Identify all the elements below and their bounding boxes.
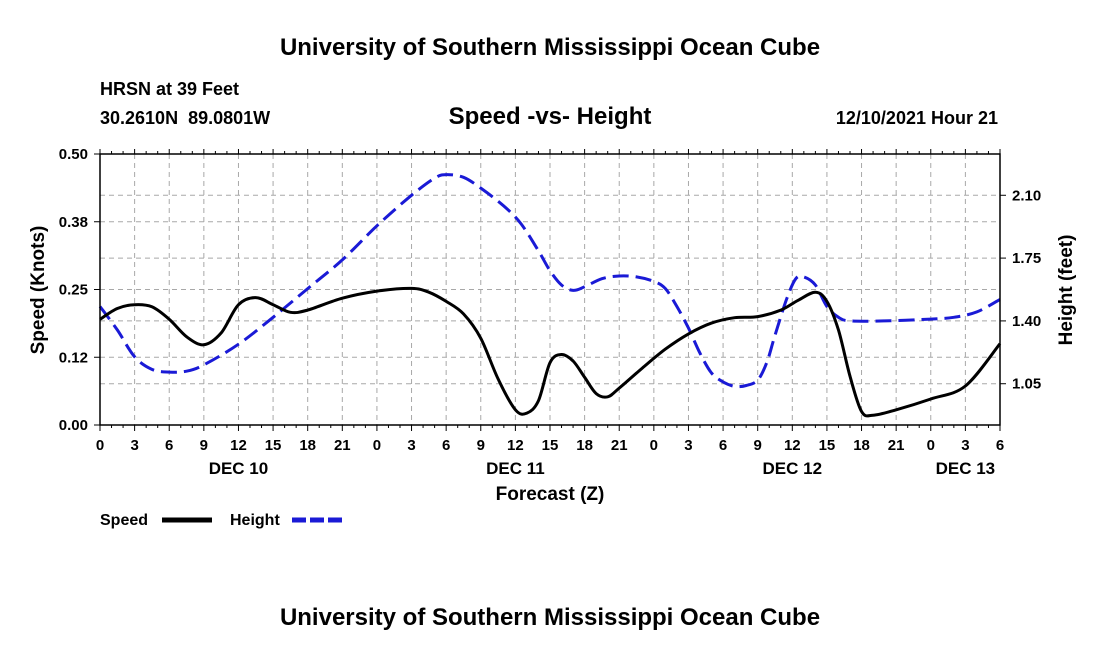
- day-label: DEC 11: [486, 459, 545, 478]
- footer-title: University of Southern Mississippi Ocean…: [280, 604, 820, 631]
- y-left-tick-label: 0.12: [59, 349, 88, 366]
- x-tick-label: 9: [754, 437, 762, 454]
- y-axis-right-label: Height (feet): [1056, 235, 1077, 346]
- y-left-tick-label: 0.38: [59, 214, 88, 231]
- x-tick-label: 12: [230, 437, 247, 454]
- x-tick-label: 12: [784, 437, 801, 454]
- y-right-tick-label: 2.10: [1012, 187, 1041, 204]
- grid: [100, 154, 1000, 425]
- x-tick-label: 0: [373, 437, 381, 454]
- x-tick-label: 18: [576, 437, 593, 454]
- chart-subtitle: Speed -vs- Height: [449, 103, 652, 130]
- x-tick-label: 18: [853, 437, 870, 454]
- y-left-tick-label: 0.50: [59, 146, 88, 163]
- day-label: DEC 10: [209, 459, 269, 478]
- ticks: 0 3 6 9 12 15 18 21 0 3 6 9 12 15 18 21 0 3 6 9 12 15 18 21 0 3 6D…: [59, 146, 1041, 478]
- day-label: DEC 13: [936, 459, 996, 478]
- y-left-tick-label: 0.00: [59, 417, 88, 434]
- x-tick-label: 21: [611, 437, 628, 454]
- series-line-speed: [99, 286, 1002, 418]
- x-tick-label: 12: [507, 437, 524, 454]
- series-layer: [98, 173, 1002, 418]
- x-tick-label: 3: [961, 437, 969, 454]
- x-tick-label: 15: [819, 437, 836, 454]
- x-tick-label: 0: [650, 437, 658, 454]
- x-tick-label: 9: [477, 437, 485, 454]
- y-axis-left-label: Speed (Knots): [28, 226, 49, 355]
- chart-title: University of Southern Mississippi Ocean…: [280, 34, 820, 61]
- y-right-tick-label: 1.75: [1012, 250, 1041, 267]
- x-tick-label: 6: [719, 437, 727, 454]
- x-tick-label: 6: [165, 437, 173, 454]
- legend: Speed Height: [100, 512, 342, 529]
- x-tick-label: 15: [542, 437, 559, 454]
- x-tick-label: 6: [442, 437, 450, 454]
- x-tick-label: 18: [299, 437, 316, 454]
- day-label: DEC 12: [763, 459, 823, 478]
- y-right-tick-label: 1.40: [1012, 313, 1041, 330]
- x-tick-label: 6: [996, 437, 1004, 454]
- x-tick-label: 21: [334, 437, 351, 454]
- y-right-tick-label: 1.05: [1012, 376, 1041, 393]
- station-label: HRSN at 39 Feet: [100, 79, 239, 99]
- x-tick-label: 3: [130, 437, 138, 454]
- x-tick-label: 15: [265, 437, 282, 454]
- x-tick-label: 0: [927, 437, 935, 454]
- legend-label-height: Height: [230, 512, 280, 529]
- x-tick-label: 9: [200, 437, 208, 454]
- x-tick-label: 3: [407, 437, 415, 454]
- x-axis-label: Forecast (Z): [496, 484, 605, 505]
- x-tick-label: 3: [684, 437, 692, 454]
- y-left-tick-label: 0.25: [59, 282, 88, 299]
- x-tick-label: 0: [96, 437, 104, 454]
- coordinates-label: 30.2610N 89.0801W: [100, 108, 270, 128]
- legend-label-speed: Speed: [100, 512, 148, 529]
- x-tick-label: 21: [888, 437, 905, 454]
- datetime-label: 12/10/2021 Hour 21: [836, 108, 998, 128]
